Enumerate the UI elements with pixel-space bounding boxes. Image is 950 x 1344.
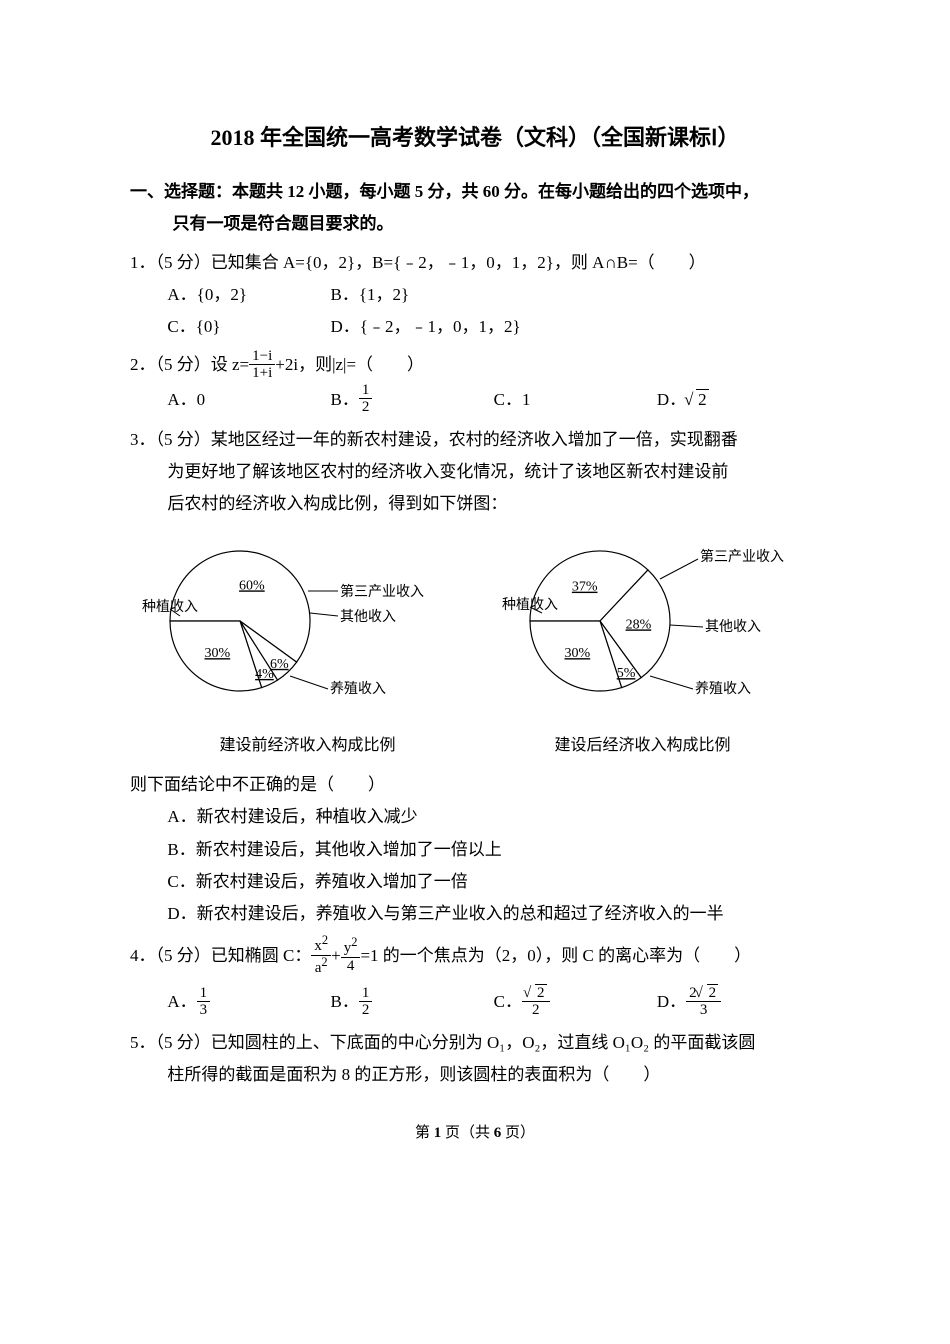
pie-charts: 60%6%4%30%种植收入第三产业收入其他收入养殖收入 37%28%5%30%…	[130, 531, 820, 721]
q4-option-d: D．223	[657, 986, 820, 1020]
svg-text:第三产业收入: 第三产业收入	[700, 548, 784, 565]
q4-option-a: A．13	[167, 986, 330, 1020]
q4-frac2: y24	[341, 936, 361, 974]
pie2-svg: 37% 28% 5% 30% 种植收入 第三产业收入其他收入养殖收入	[500, 531, 810, 721]
section-heading-line2: 只有一项是符合题目要求的。	[130, 214, 394, 233]
svg-text:第三产业收入: 第三产业收入	[340, 583, 424, 600]
q2-option-c: C．1	[494, 384, 657, 418]
svg-text:30%: 30%	[205, 646, 231, 661]
q1-option-c: C．{0}	[167, 311, 330, 343]
page-footer: 第 1 页（共 6 页）	[130, 1121, 820, 1142]
q2-option-b: B．12	[331, 384, 494, 418]
q2-pre: 2．（5 分）设 z=	[130, 355, 249, 374]
svg-text:5%: 5%	[617, 666, 636, 681]
q4-option-b: B．12	[331, 986, 494, 1020]
svg-text:种植收入: 种植收入	[142, 599, 198, 615]
caption-before: 建设前经济收入构成比例	[153, 731, 461, 761]
q3-line1: 3．（5 分）某地区经过一年的新农村建设，农村的经济收入增加了一倍，实现翻番	[130, 430, 738, 449]
svg-text:其他收入: 其他收入	[340, 609, 396, 625]
svg-text:其他收入: 其他收入	[705, 619, 761, 635]
q3-option-c: C．新农村建设后，养殖收入增加了一倍	[167, 866, 820, 898]
page-title: 2018 年全国统一高考数学试卷（文科）（全国新课标Ⅰ）	[130, 120, 820, 152]
page: 2018 年全国统一高考数学试卷（文科）（全国新课标Ⅰ） 一、选择题：本题共 1…	[0, 0, 950, 1182]
section-heading-line1: 一、选择题：本题共 12 小题，每小题 5 分，共 60 分。在每小题给出的四个…	[130, 182, 759, 201]
q3-line2: 为更好地了解该地区农村的经济收入变化情况，统计了该地区新农村建设前	[167, 462, 728, 481]
caption-after: 建设后经济收入构成比例	[488, 731, 796, 761]
q5-line2: 柱所得的截面是面积为 8 的正方形，则该圆柱的表面积为（ ）	[167, 1065, 660, 1084]
q3-line3: 后农村的经济收入构成比例，得到如下饼图：	[167, 494, 507, 513]
pie1-svg: 60%6%4%30%种植收入第三产业收入其他收入养殖收入	[140, 531, 450, 721]
question-2: 2．（5 分）设 z=1−i1+i+2i，则|z|=（ ） A．0 B．12 C…	[130, 349, 820, 417]
q3-conclusion: 则下面结论中不正确的是（ ）	[130, 769, 820, 801]
q4-post: =1 的一个焦点为（2，0），则 C 的离心率为（ ）	[360, 946, 751, 965]
q4-option-c: C．22	[494, 986, 657, 1020]
q3-option-a: A．新农村建设后，种植收入减少	[167, 801, 820, 833]
q3-option-d: D．新农村建设后，养殖收入与第三产业收入的总和超过了经济收入的一半	[167, 898, 820, 930]
section-heading: 一、选择题：本题共 12 小题，每小题 5 分，共 60 分。在每小题给出的四个…	[130, 176, 820, 241]
q1-option-a: A．{0，2}	[167, 279, 330, 311]
q1-option-b: B．{1，2}	[331, 279, 494, 311]
q3-option-b: B．新农村建设后，其他收入增加了一倍以上	[167, 834, 820, 866]
q2-option-a: A．0	[167, 384, 330, 418]
pie-chart-after: 37% 28% 5% 30% 种植收入 第三产业收入其他收入养殖收入	[500, 531, 810, 721]
q2-post: +2i，则|z|=（ ）	[275, 355, 424, 374]
q1-stem: 1．（5 分）已知集合 A={0，2}，B={﹣2，﹣1，0，1，2}，则 A∩…	[130, 253, 706, 272]
question-1: 1．（5 分）已知集合 A={0，2}，B={﹣2，﹣1，0，1，2}，则 A∩…	[130, 247, 820, 344]
q4-frac1: x2a2	[311, 934, 331, 976]
svg-text:养殖收入: 养殖收入	[695, 680, 751, 697]
q2-option-d: D．2	[657, 384, 820, 418]
q4-pre: 4．（5 分）已知椭圆 C：	[130, 946, 311, 965]
chart-captions: 建设前经济收入构成比例 建设后经济收入构成比例	[130, 731, 820, 761]
q2-fraction: 1−i1+i	[249, 348, 275, 382]
question-3: 3．（5 分）某地区经过一年的新农村建设，农村的经济收入增加了一倍，实现翻番 为…	[130, 424, 820, 931]
question-5: 5．（5 分）已知圆柱的上、下底面的中心分别为 O₁，O₂，过直线 O₁O₂ 的…	[130, 1027, 820, 1092]
question-4: 4．（5 分）已知椭圆 C：x2a2+y24=1 的一个焦点为（2，0），则 C…	[130, 936, 820, 1020]
q1-option-d: D．{﹣2，﹣1，0，1，2}	[331, 311, 521, 343]
svg-text:60%: 60%	[239, 578, 265, 593]
pie-chart-before: 60%6%4%30%种植收入第三产业收入其他收入养殖收入	[140, 531, 450, 721]
svg-text:种植收入: 种植收入	[502, 597, 558, 613]
svg-text:4%: 4%	[255, 666, 274, 681]
q5-line1: 5．（5 分）已知圆柱的上、下底面的中心分别为 O₁，O₂，过直线 O₁O₂ 的…	[130, 1033, 755, 1052]
svg-text:37%: 37%	[572, 579, 598, 594]
svg-text:28%: 28%	[626, 617, 652, 632]
svg-text:养殖收入: 养殖收入	[330, 680, 386, 697]
svg-text:30%: 30%	[565, 646, 591, 661]
